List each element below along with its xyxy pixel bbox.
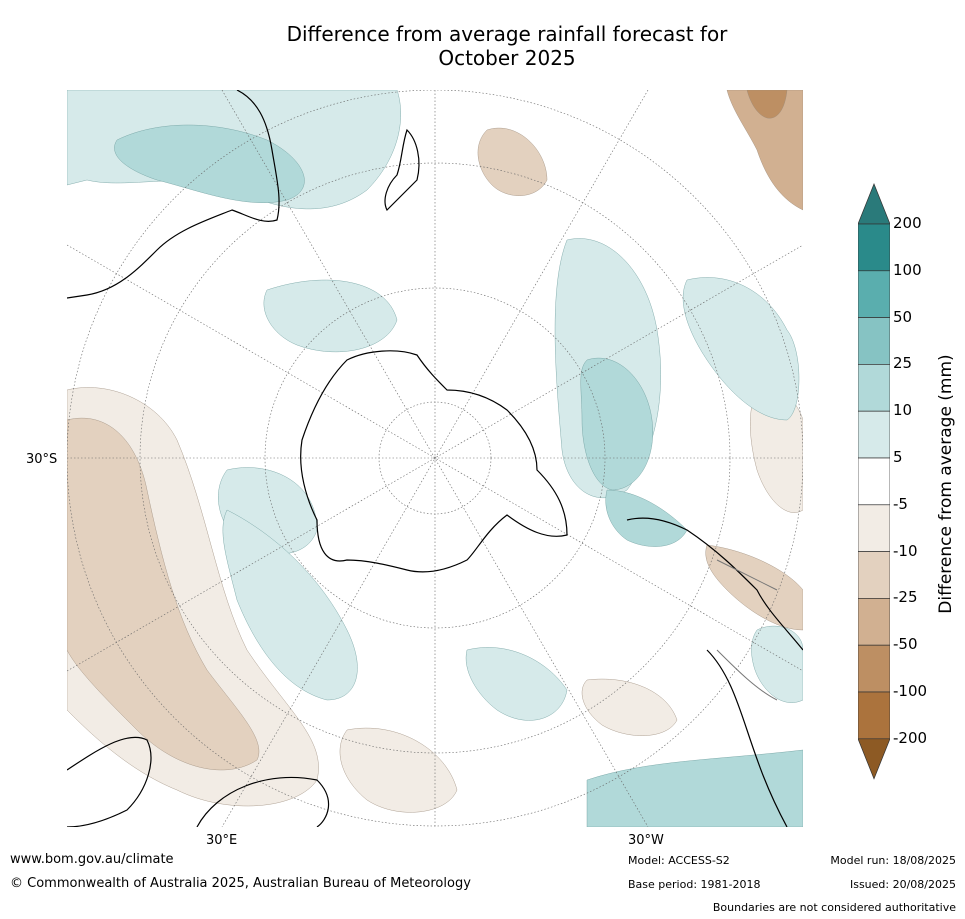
wet-region-south-atlantic (682, 277, 800, 421)
dry-region-south-2 (581, 678, 678, 736)
map-title: Difference from average rainfall forecas… (0, 22, 965, 70)
new-zealand-coast (384, 128, 420, 212)
colorbar-box (857, 551, 891, 599)
wet-region-southwest (222, 509, 358, 701)
title-line-1: Difference from average rainfall forecas… (286, 22, 728, 46)
antarctica-coast (300, 350, 568, 573)
footer-base-period: Base period: 1981-2018 (628, 878, 761, 891)
south-america-coast (626, 517, 803, 827)
colorbar-tick-label: 200 (893, 214, 922, 232)
colorbar-box (857, 410, 891, 459)
colorbar-tick-label: -200 (893, 728, 928, 747)
colorbar-box (857, 598, 891, 646)
africa-coast-2 (196, 776, 330, 827)
colorbar-tick-label: -10 (893, 541, 918, 560)
wet-region-antarctic-ring-2 (263, 279, 398, 353)
lon-label-30e: 30°E (206, 833, 238, 848)
colorbar-tick-label: -5 (893, 494, 908, 513)
coastlines (67, 90, 803, 827)
dry-region-south (339, 727, 458, 813)
colorbar-tick-label: -100 (893, 682, 928, 700)
rainfall-map (67, 90, 803, 827)
wet-anomaly-regions (67, 90, 803, 827)
colorbar-tick-label: 100 (893, 260, 922, 279)
colorbar-top-triangle (857, 183, 891, 225)
colorbar-tick-label: 50 (893, 307, 913, 326)
footer-model-run: Model run: 18/08/2025 (830, 854, 956, 867)
colorbar-box (857, 644, 891, 693)
dry-anomaly-regions (67, 90, 803, 813)
footer-disclaimer: Boundaries are not considered authoritat… (712, 901, 956, 914)
dry-region-indian-ocean-core (67, 418, 259, 771)
title-line-2: October 2025 (438, 46, 576, 70)
colorbar-box (857, 691, 891, 740)
colorbar-box (857, 457, 891, 506)
dry-region-pacific-north (477, 128, 548, 196)
colorbar-box (857, 223, 891, 272)
dry-region-top-right (726, 90, 803, 211)
colorbar-tick-label: 25 (893, 354, 913, 373)
graticule (67, 90, 803, 827)
footer-issued: Issued: 20/08/2025 (849, 878, 956, 891)
colorbar-title: Difference from average (mm) (936, 354, 956, 614)
footer-copyright: © Commonwealth of Australia 2025, Austra… (10, 876, 471, 891)
borders (716, 559, 778, 701)
lon-label-30w: 30°W (628, 833, 664, 848)
australia-coast (67, 90, 280, 299)
colorbar-box (857, 317, 891, 365)
footer-url[interactable]: www.bom.gov.au/climate (10, 852, 174, 867)
footer-model: Model: ACCESS-S2 (628, 854, 730, 867)
colorbar-bottom-triangle (857, 738, 891, 780)
colorbar-tick-label: -25 (893, 588, 918, 607)
colorbar-tick-label: 5 (893, 448, 903, 466)
africa-coast (67, 736, 152, 827)
colorbar-box (857, 270, 891, 318)
wet-region-tasman-core (114, 124, 305, 203)
colorbar-tick-label: 10 (893, 401, 913, 420)
colorbar (857, 180, 891, 780)
wet-region-bottom-right (586, 749, 803, 827)
colorbar-box (857, 364, 891, 412)
colorbar-tick-label: -50 (893, 635, 918, 654)
wet-region-right-mid (751, 625, 803, 703)
colorbar-svg (857, 183, 891, 780)
wet-region-pacific-east-core (580, 358, 653, 491)
map-svg (67, 90, 803, 827)
colorbar-box (857, 504, 891, 552)
lat-label-30s: 30°S (26, 452, 58, 467)
wet-region-southern-ocean (465, 647, 568, 721)
dry-region-top-right-core (746, 90, 788, 119)
